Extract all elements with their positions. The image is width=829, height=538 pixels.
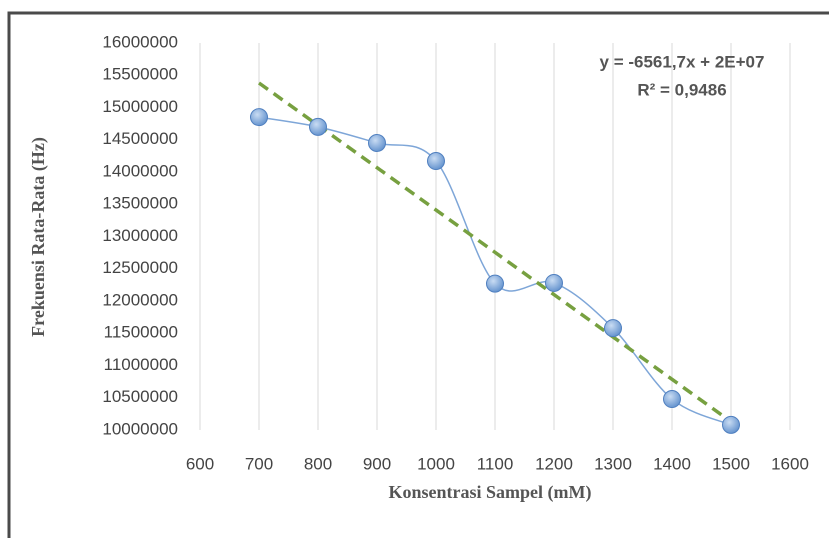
- x-tick-label: 600: [186, 454, 214, 473]
- data-point: [309, 117, 327, 136]
- y-tick-label: 12500000: [102, 258, 178, 277]
- chart-frame: [7, 11, 829, 538]
- x-tick-label: 1500: [712, 454, 750, 473]
- y-tick-label: 13500000: [102, 194, 178, 213]
- equation: y = -6561,7x + 2E+07: [600, 52, 765, 71]
- data-point: [663, 390, 681, 409]
- x-tick-label: 1600: [771, 454, 809, 473]
- y-tick-label: 11000000: [104, 355, 178, 374]
- x-axis-title: Konsentrasi Sampel (mM): [389, 482, 592, 503]
- y-tick-label: 15000000: [102, 97, 178, 116]
- y-tick-label: 15500000: [102, 65, 178, 84]
- data-point: [427, 152, 445, 171]
- trendline: [257, 81, 733, 424]
- y-tick-label: 13000000: [102, 226, 178, 245]
- data-point: [604, 319, 622, 338]
- x-tick-label: 1400: [653, 454, 691, 473]
- y-tick-label: 11500000: [104, 323, 178, 342]
- y-tick-label: 14500000: [102, 129, 178, 148]
- y-tick-label: 16000000: [102, 32, 178, 51]
- data-point: [545, 273, 563, 292]
- data-point: [722, 415, 740, 434]
- data-point: [250, 108, 268, 127]
- y-tick-label: 14000000: [102, 161, 178, 180]
- x-tick-label: 900: [363, 454, 391, 473]
- r-squared: R² = 0,9486: [637, 80, 726, 99]
- y-axis-title: Frekuensi Rata-Rata (Hz): [28, 137, 49, 337]
- x-tick-label: 1300: [594, 454, 632, 473]
- y-tick-label: 10000000: [102, 419, 178, 438]
- y-tick-label: 12000000: [102, 290, 178, 309]
- data-point: [368, 133, 386, 152]
- x-tick-label: 700: [245, 454, 273, 473]
- x-tick-label: 800: [304, 454, 332, 473]
- x-tick-label: 1200: [535, 454, 573, 473]
- x-tick-label: 1000: [417, 454, 455, 473]
- data-point: [486, 274, 504, 293]
- y-tick-label: 10500000: [102, 387, 178, 406]
- x-tick-label: 1100: [477, 454, 514, 473]
